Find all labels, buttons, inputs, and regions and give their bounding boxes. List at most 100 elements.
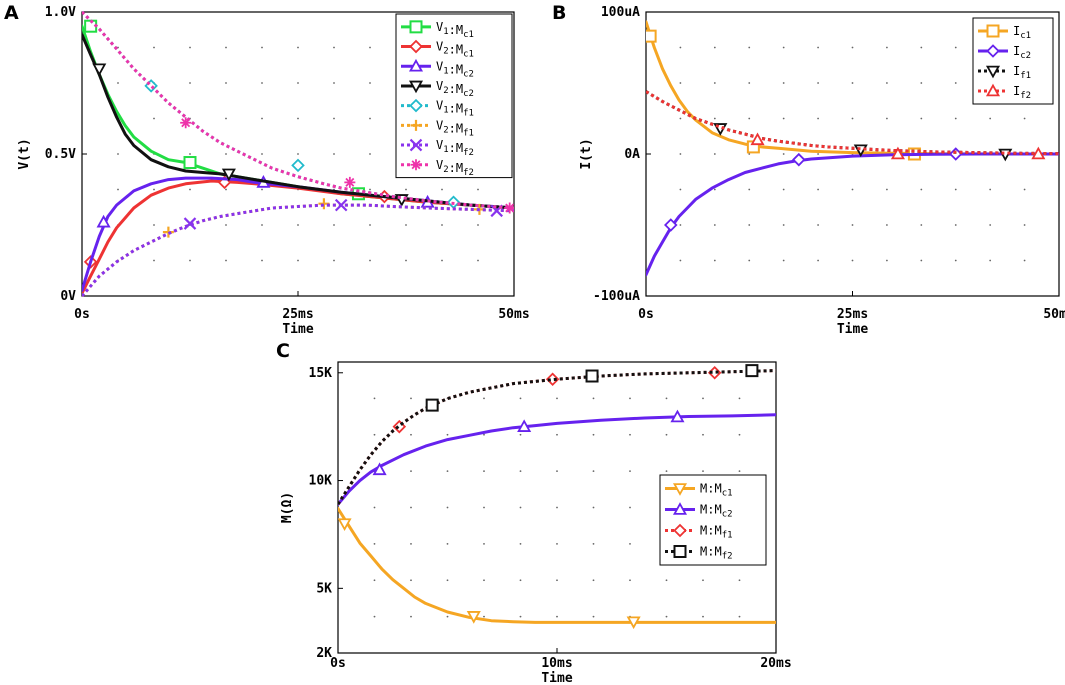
legend-text-part: :M — [449, 82, 463, 96]
panel-c-grid-dot — [556, 470, 558, 473]
panel-b-grid-dot — [817, 224, 819, 226]
panel-b-grid-dot — [989, 117, 992, 120]
panel-c-grid-dot — [446, 470, 449, 473]
panel-c-series-marker-m-mf2 — [585, 369, 599, 383]
panel-c-chart: C 0s 10ms 20ms2K5K10K15KTimeM(Ω)M:Mc1M:Mc2… — [276, 340, 792, 685]
panel-a-legend-label-v1-mc2: V1:Mc2 — [436, 59, 474, 79]
panel-b-x-axis-label: Time — [837, 322, 868, 337]
panel-a-grid-dot — [117, 82, 119, 84]
panel-label-c: C — [276, 340, 290, 362]
legend-text-part: M — [700, 482, 707, 496]
panel-a-legend-label-v1-mf1: V1:Mf1 — [436, 99, 474, 119]
panel-c-grid-dot — [592, 615, 595, 618]
panel-b-grid-dot — [782, 82, 785, 84]
panel-b-grid-dot — [851, 224, 854, 226]
panel-c-grid-dot — [446, 579, 449, 582]
panel-c-grid-dot — [665, 470, 668, 473]
panel-a-grid-dot — [441, 259, 443, 262]
panel-a-grid-dot — [405, 259, 407, 262]
panel-b-legend-marker — [985, 83, 1001, 97]
panel-a-grid-dot — [405, 224, 407, 226]
panel-b-grid-dot — [748, 153, 751, 155]
panel-b-grid-dot — [679, 224, 682, 226]
panel-b-series-line-if2 — [646, 90, 1059, 156]
panel-b-grid-dot — [886, 188, 888, 191]
panel-b-grid-dot — [920, 259, 923, 262]
panel-a-grid-dot — [297, 117, 299, 120]
panel-c-grid-dot — [446, 433, 449, 436]
panel-c-grid-dot — [410, 615, 412, 618]
legend-text-part: :M — [449, 23, 463, 37]
panel-b-grid-dot — [920, 46, 923, 49]
panel-b-legend-marker — [986, 44, 1000, 58]
legend-text-part: c1 — [1020, 31, 1031, 41]
panel-a-series-marker-v1-mc2 — [96, 214, 111, 228]
legend-text-part: 1 — [443, 66, 448, 76]
panel-c-grid-dot — [592, 579, 595, 582]
legend-text-part: c2 — [722, 510, 733, 520]
panel-c-grid-dot — [519, 542, 522, 545]
legend-text-part: M — [700, 524, 707, 538]
panel-c-grid-dot — [483, 470, 485, 473]
panel-b-grid-dot — [782, 188, 785, 191]
legend-text-part: :M — [449, 62, 463, 76]
legend-text-part: c2 — [1020, 51, 1031, 61]
panel-a-grid-dot — [369, 82, 371, 84]
panel-c-series-marker-m-mf1 — [545, 372, 560, 387]
panel-b-grid-dot — [679, 82, 682, 84]
panel-c-grid-dot — [592, 542, 595, 545]
panel-a-grid-dot — [189, 46, 191, 49]
legend-text-part: V — [436, 40, 443, 54]
panel-a-x-axis-label: Time — [282, 322, 313, 337]
panel-c-grid-dot — [446, 615, 449, 618]
legend-text-part: f2 — [463, 148, 474, 158]
panel-c-series-marker-m-mf2 — [745, 364, 759, 378]
panel-c-grid-dot — [483, 506, 485, 509]
panel-a-y-tick-label: 1.0V — [45, 5, 76, 20]
panel-c-series-marker-m-mc2 — [517, 419, 532, 432]
panel-c-grid-dot — [519, 579, 522, 582]
legend-text-part: 1 — [443, 27, 448, 37]
panel-a-grid-dot — [333, 46, 335, 49]
panel-b-x-tick-label: 25ms — [837, 307, 868, 322]
panel-a-grid-dot — [477, 188, 479, 191]
panel-b-y-axis-label: I(t) — [579, 138, 594, 169]
panel-b-grid-dot — [782, 153, 785, 155]
panel-a-grid-dot — [297, 259, 299, 262]
panel-b-series-marker-if2 — [1031, 146, 1046, 160]
legend-text-part: V — [436, 118, 443, 132]
panel-b-grid-dot — [851, 188, 854, 191]
legend-text-part: f1 — [463, 109, 474, 119]
panel-a-y-tick-label: 0V — [60, 289, 76, 304]
panel-c-grid-dot — [373, 506, 376, 509]
panel-b-grid-dot — [782, 259, 785, 262]
panel-a-series-marker-v2-mf2 — [504, 202, 514, 214]
panel-c-grid-dot — [592, 433, 595, 436]
panel-b-grid-dot — [954, 188, 957, 191]
panel-label-a: A — [4, 2, 19, 24]
legend-text-part: f1 — [1020, 71, 1031, 81]
panel-a-grid-dot — [477, 224, 479, 226]
panel-a-grid-dot — [477, 259, 479, 262]
panel-a-grid-dot — [261, 46, 263, 49]
panel-c-legend-marker — [672, 483, 688, 496]
panel-b-grid-dot — [954, 224, 957, 226]
panel-b-y-tick-label: 100uA — [601, 5, 640, 20]
panel-a-legend-marker — [409, 98, 423, 113]
panel-c-series-marker-m-mc2 — [670, 409, 685, 423]
panel-c-grid-dot — [702, 433, 704, 436]
panel-b-grid-dot — [748, 259, 751, 262]
legend-text-part: 2 — [443, 47, 448, 57]
panel-a-series-line-v2-mf2 — [82, 10, 514, 210]
legend-text-part: 1 — [443, 106, 448, 116]
panel-c-grid-dot — [410, 542, 412, 545]
panel-c-grid-dot — [738, 397, 741, 400]
panel-b-chart: B 0s25ms50ms-100uA0A100uATimeI(t)Ic1Ic2I… — [552, 2, 1065, 337]
panel-c-y-tick-label: 2K — [316, 646, 332, 661]
panel-a-grid-dot — [153, 224, 155, 226]
panel-c-x-tick-label: 10ms — [541, 656, 572, 671]
panel-c-grid-dot — [629, 579, 631, 582]
panel-b-y-tick-label: 0A — [624, 147, 640, 162]
panel-c-legend-marker — [673, 545, 687, 558]
